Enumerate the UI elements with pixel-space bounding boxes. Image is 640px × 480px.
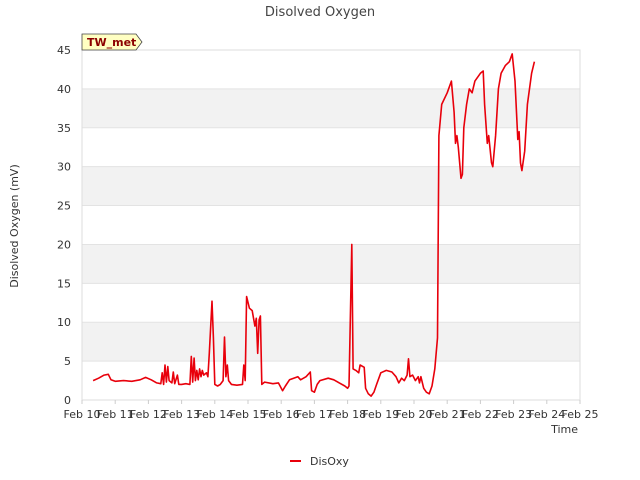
- y-tick-label: 45: [57, 44, 71, 57]
- plot-band: [82, 127, 580, 167]
- y-tick-label: 30: [57, 161, 71, 174]
- x-tick-label: Feb 19: [362, 408, 399, 421]
- x-tick-label: Feb 16: [263, 408, 300, 421]
- y-tick-label: 40: [57, 83, 71, 96]
- plot-band: [82, 322, 580, 362]
- plot-band: [82, 88, 580, 128]
- plot-bands: [82, 50, 580, 400]
- y-tick-label: 20: [57, 238, 71, 251]
- plot-area: [81, 49, 581, 401]
- x-tick-label: Feb 18: [329, 408, 366, 421]
- x-tick-label: Feb 24: [528, 408, 565, 421]
- plot-band: [82, 50, 580, 89]
- x-tick-label: Feb 23: [495, 408, 532, 421]
- plot-band: [82, 166, 580, 206]
- y-tick-label: 35: [57, 122, 71, 135]
- series-disoxy-line: [92, 53, 536, 397]
- legend: DisOxy: [290, 455, 349, 468]
- y-axis-ticks: 0 5 10 15 20 25 30 35 40 45: [57, 44, 71, 407]
- x-tick-label: Feb 12: [130, 408, 167, 421]
- x-tick-label: Feb 13: [163, 408, 200, 421]
- y-tick-label: 15: [57, 277, 71, 290]
- station-label-tag: TW_met: [81, 33, 143, 51]
- plot-band: [82, 283, 580, 323]
- x-tick-label: Feb 20: [396, 408, 433, 421]
- chart-title: Disolved Oxygen: [265, 5, 375, 20]
- legend-label-disoxy: DisOxy: [310, 455, 349, 468]
- plot-band: [82, 361, 580, 400]
- y-tick-label: 25: [57, 200, 71, 213]
- y-axis-label: Disolved Oxygen (mV): [8, 164, 21, 288]
- plot-band: [82, 205, 580, 245]
- plot-band: [82, 244, 580, 284]
- x-tick-label: Feb 10: [64, 408, 101, 421]
- x-axis-label: Time: [550, 423, 578, 436]
- x-tick-label: Feb 22: [462, 408, 499, 421]
- y-tick-label: 0: [64, 394, 71, 407]
- x-tick-label: Feb 17: [296, 408, 333, 421]
- x-tick-label: Feb 14: [196, 408, 233, 421]
- y-tick-label: 10: [57, 316, 71, 329]
- y-tick-label: 5: [64, 355, 71, 368]
- station-label-text: TW_met: [87, 36, 136, 49]
- x-tick-label: Feb 11: [97, 408, 134, 421]
- x-tick-label: Feb 25: [562, 408, 599, 421]
- x-tick-label: Feb 21: [429, 408, 466, 421]
- x-tick-label: Feb 15: [230, 408, 267, 421]
